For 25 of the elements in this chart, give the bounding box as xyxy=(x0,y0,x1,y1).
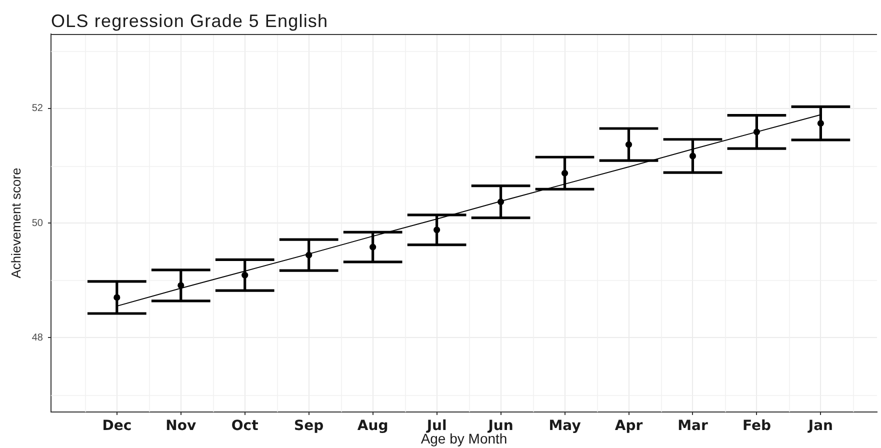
y-axis-title: Achievement score xyxy=(8,168,24,278)
point xyxy=(625,141,632,148)
point xyxy=(242,272,248,278)
chart-title: OLS regression Grade 5 English xyxy=(51,11,328,31)
x-tick-label: Apr xyxy=(614,418,643,434)
x-tick-label: Aug xyxy=(357,418,388,434)
x-tick-label: Sep xyxy=(294,418,324,434)
point xyxy=(689,152,696,160)
x-tick-label: May xyxy=(548,418,581,434)
point xyxy=(178,282,184,289)
x-tick-label: Nov xyxy=(166,418,196,434)
point xyxy=(370,244,376,250)
point xyxy=(817,120,824,127)
x-tick-label: Mar xyxy=(678,418,708,434)
y-tick-label: 52 xyxy=(32,103,44,114)
x-tick-label: Jun xyxy=(487,418,514,434)
point xyxy=(114,294,120,301)
y-tick-label: 48 xyxy=(32,332,44,344)
x-tick-label: Oct xyxy=(231,418,259,434)
point xyxy=(561,170,568,176)
point xyxy=(434,226,440,234)
y-tick-label: 50 xyxy=(32,218,44,229)
x-tick-label: Dec xyxy=(102,418,132,434)
x-tick-label: Feb xyxy=(742,418,771,434)
x-tick-label: Jan xyxy=(807,418,834,434)
